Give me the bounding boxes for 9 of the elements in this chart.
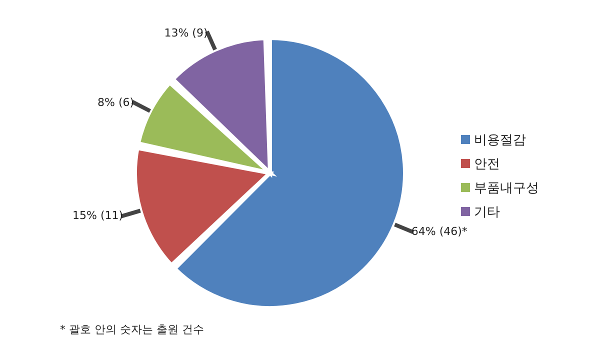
- data-label: 13% (9): [164, 26, 208, 40]
- text: * 괄호 안의 숫자는 출원 건수: [60, 322, 204, 337]
- data-label: 64% (46)*: [411, 224, 468, 238]
- legend-label: 안전: [474, 156, 500, 172]
- legend-label: 기타: [474, 204, 500, 220]
- data-label: 8% (6): [98, 96, 134, 110]
- legend-label: 부품내구성: [474, 180, 539, 196]
- data-label: 15% (11): [72, 209, 124, 222]
- legend-label: 비용절감: [474, 132, 526, 148]
